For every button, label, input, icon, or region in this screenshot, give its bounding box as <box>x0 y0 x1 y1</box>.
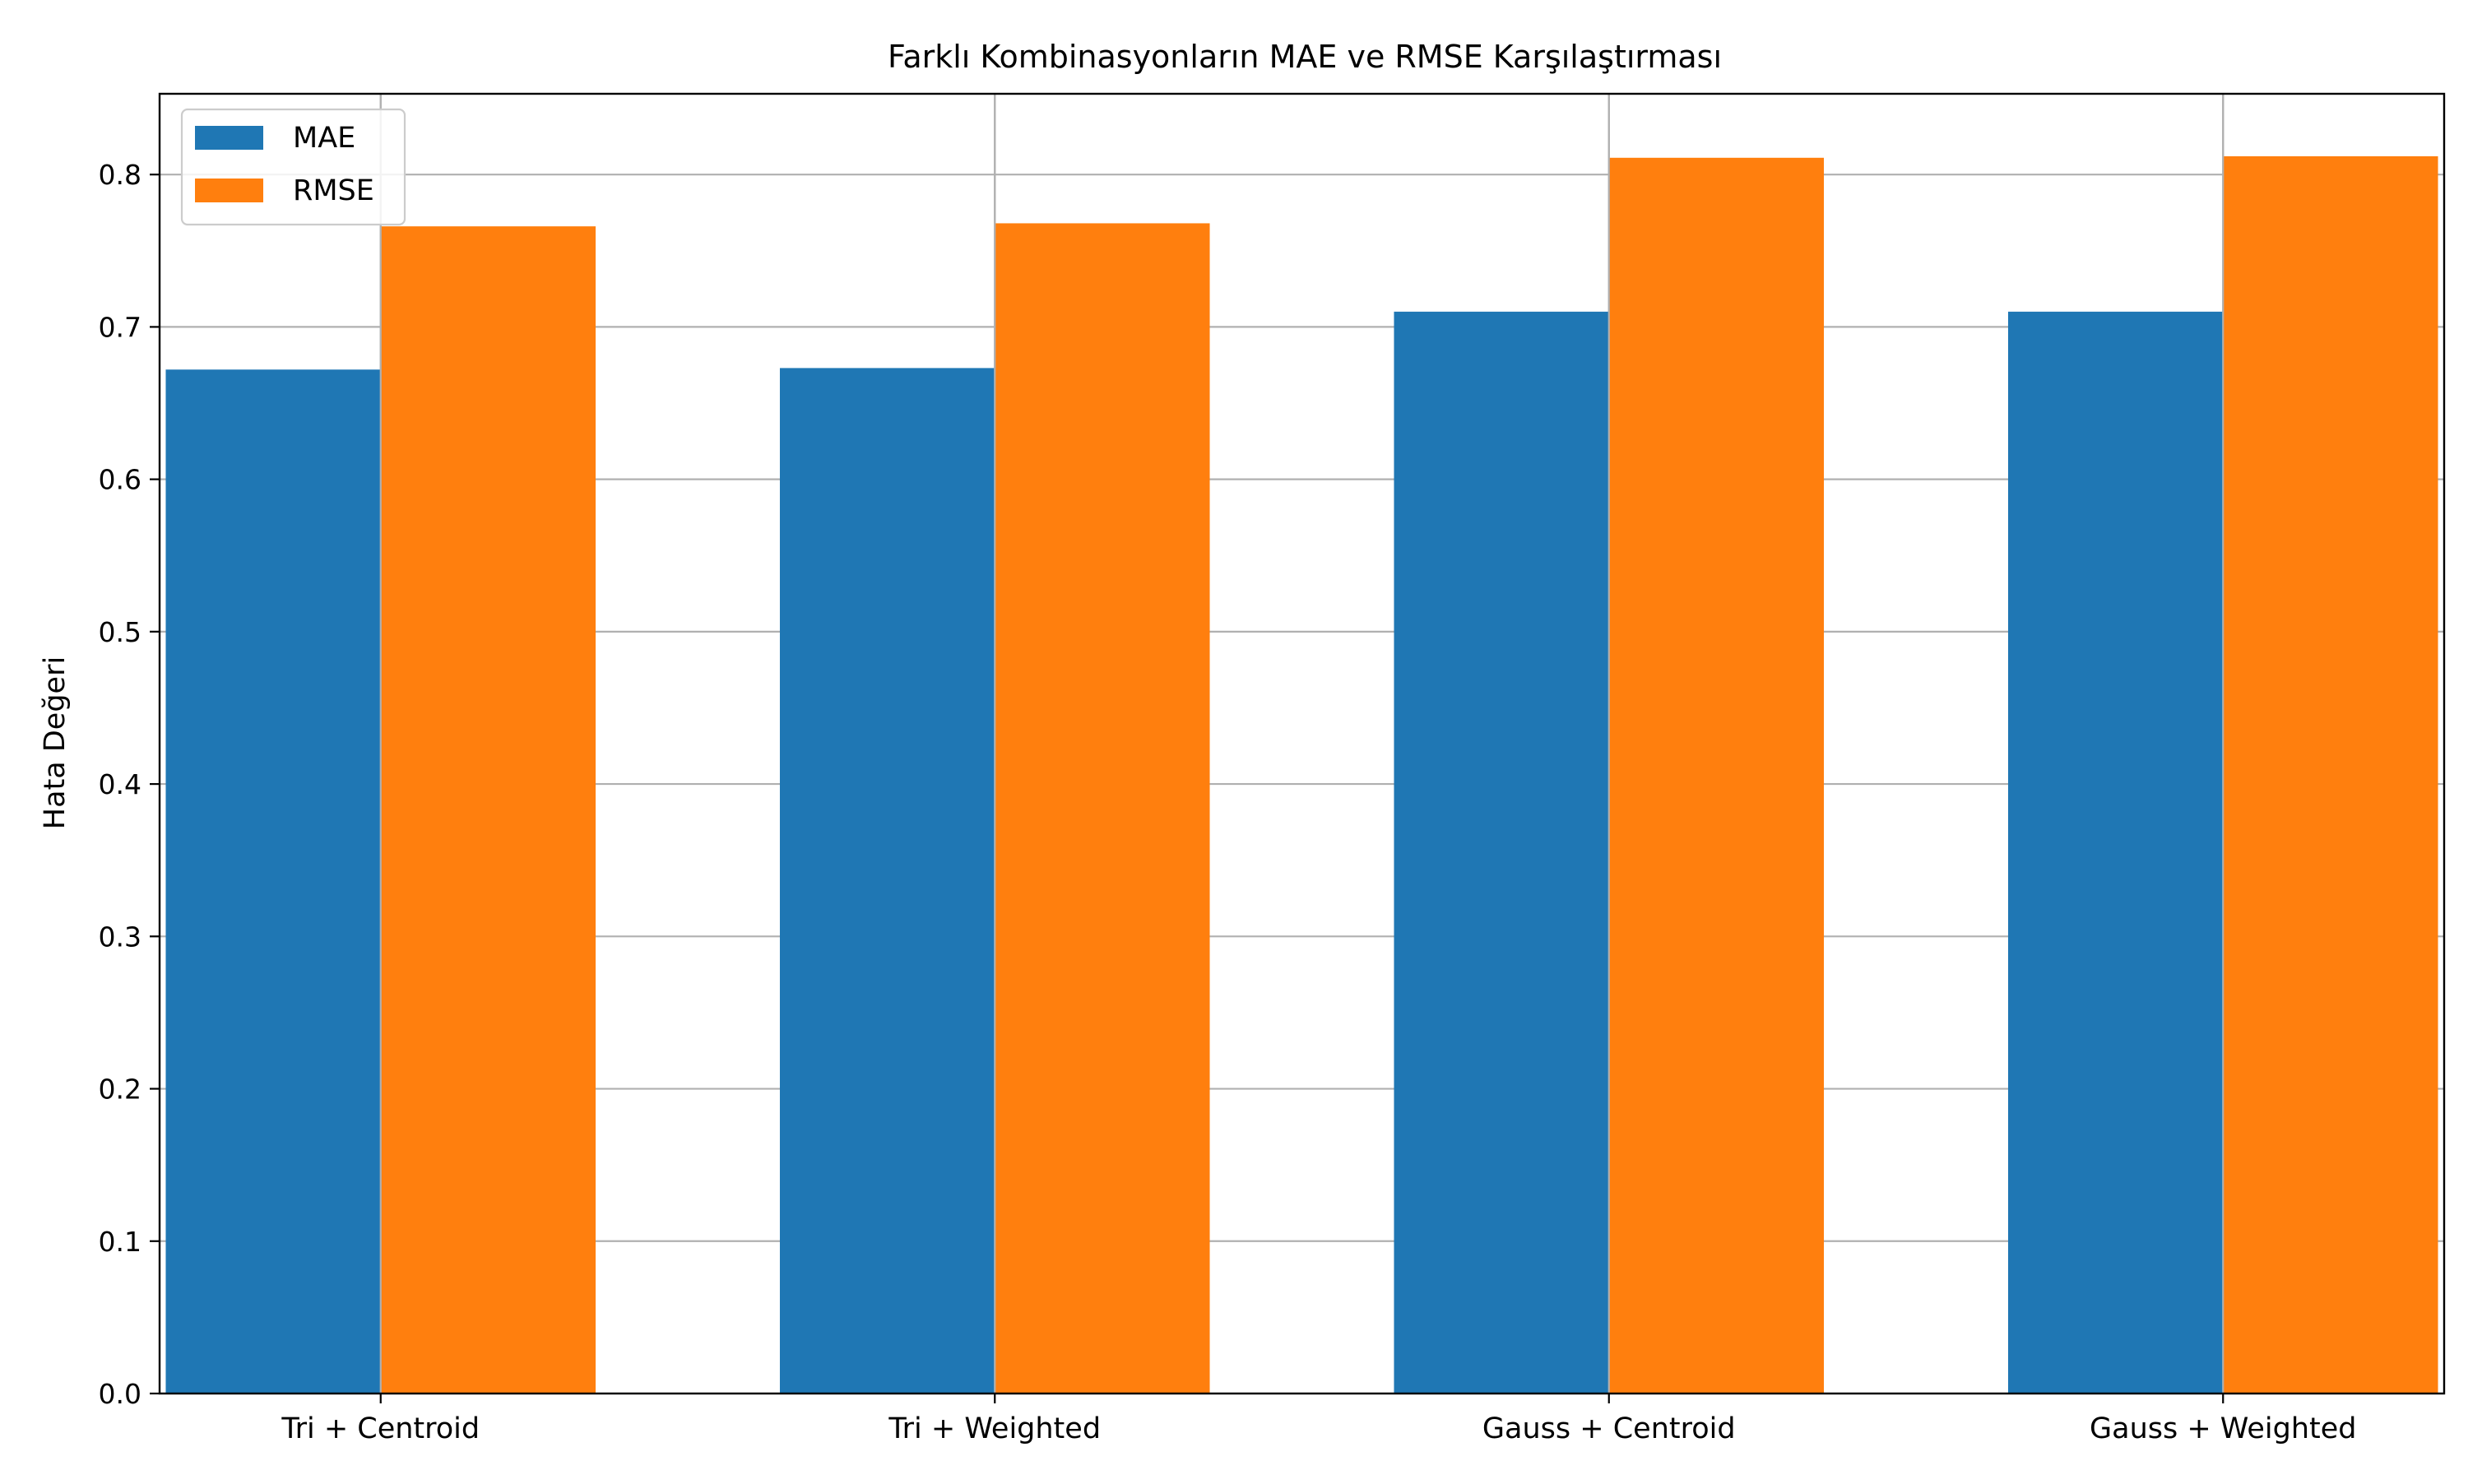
y-tick-label: 0.8 <box>99 159 141 191</box>
plot-frame <box>158 92 2446 1395</box>
bar-rmse-4 <box>2223 155 2438 1394</box>
x-tick-label: Tri + Centroid <box>281 1412 480 1445</box>
y-tick-label: 0.6 <box>99 464 141 496</box>
legend-label-mae: MAE <box>293 122 355 155</box>
bar-mae-4 <box>2007 311 2224 1394</box>
y-tick-label: 0.2 <box>99 1074 141 1106</box>
bar-rmse-3 <box>1608 157 1825 1394</box>
y-tick-label: 0.7 <box>99 311 141 343</box>
x-tick-label: Tri + Weighted <box>888 1412 1101 1445</box>
y-tick-label: 0.0 <box>99 1378 141 1410</box>
x-tick-label: Gauss + Weighted <box>2090 1412 2357 1445</box>
bar-mae-2 <box>779 368 995 1394</box>
legend-swatch-rmse <box>195 179 263 202</box>
chart-title: Farklı Kombinasyonların MAE ve RMSE Karş… <box>888 39 1722 75</box>
y-axis-label: Hata Değeri <box>39 656 72 829</box>
bars-layer <box>165 94 2438 1394</box>
axes-layer: 0.0 0.1 0.2 0.3 0.4 0.5 0.6 0.7 0.8 Tri + Centroi… <box>99 92 2446 1445</box>
y-tick-label: 0.1 <box>99 1226 141 1258</box>
y-tick-label: 0.3 <box>99 921 141 953</box>
bar-mae-1 <box>165 369 381 1394</box>
bar-rmse-2 <box>995 223 1210 1394</box>
legend: MAE RMSE <box>180 108 406 226</box>
bar-rmse-1 <box>380 226 596 1394</box>
y-tick-label: 0.4 <box>99 768 141 800</box>
legend-label-rmse: RMSE <box>293 174 374 207</box>
x-tick-label: Gauss + Centroid <box>1482 1412 1736 1445</box>
y-tick-label: 0.5 <box>99 616 141 648</box>
legend-swatch-mae <box>195 126 263 150</box>
bar-mae-3 <box>1394 311 1609 1394</box>
